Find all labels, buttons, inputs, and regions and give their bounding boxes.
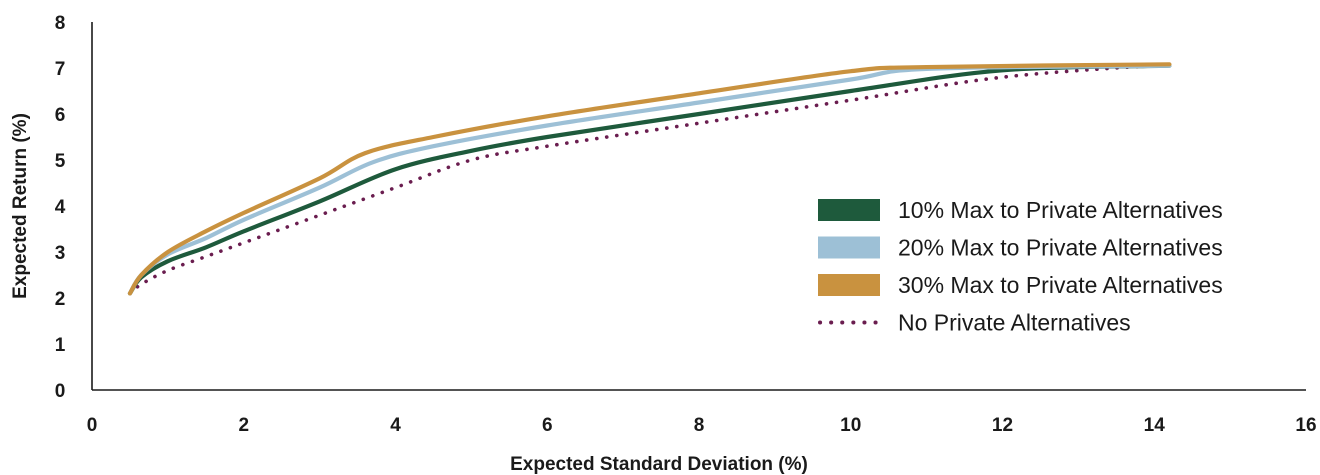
x-tick-labels: 0 2 4 6 8 10 12 14 16: [87, 415, 1317, 436]
x-tick-label: 2: [238, 415, 249, 436]
x-tick-label: 10: [840, 415, 861, 436]
y-tick-label: 1: [55, 335, 66, 356]
legend-label: 10% Max to Private Alternatives: [898, 197, 1223, 223]
y-tick-label: 7: [55, 59, 66, 80]
series-lines: [127, 62, 1172, 296]
y-tick-label: 6: [55, 105, 66, 126]
y-tick-label: 5: [55, 151, 66, 172]
series-line-1: [127, 63, 1172, 296]
x-tick-label: 14: [1144, 415, 1166, 436]
legend-swatch: [818, 236, 880, 259]
y-tick-label: 2: [55, 289, 66, 310]
x-tick-label: 12: [992, 415, 1013, 436]
legend-label: No Private Alternatives: [898, 310, 1131, 336]
series-line-4: [128, 62, 1172, 296]
y-axis-title: Expected Return (%): [10, 113, 31, 299]
legend-swatch: [818, 199, 880, 221]
legend-label: 20% Max to Private Alternatives: [898, 235, 1223, 261]
y-tick-label: 0: [55, 381, 66, 402]
y-tick-label: 3: [55, 243, 66, 264]
y-tick-labels: 0 1 2 3 4 5 6 7 8: [55, 13, 66, 402]
x-tick-label: 6: [542, 415, 553, 436]
x-tick-label: 4: [390, 415, 401, 436]
x-tick-label: 8: [694, 415, 705, 436]
series-line-3: [127, 62, 1172, 296]
series-line-2: [127, 63, 1172, 296]
legend: 10% Max to Private Alternatives 20% Max t…: [818, 197, 1223, 336]
x-tick-label: 16: [1295, 415, 1316, 436]
x-axis-title: Expected Standard Deviation (%): [510, 454, 808, 475]
axes: [91, 22, 1306, 391]
legend-label: 30% Max to Private Alternatives: [898, 272, 1223, 298]
x-tick-label: 0: [87, 415, 98, 436]
y-tick-label: 4: [55, 197, 66, 218]
legend-swatch: [818, 274, 880, 296]
y-tick-label: 8: [55, 13, 66, 34]
